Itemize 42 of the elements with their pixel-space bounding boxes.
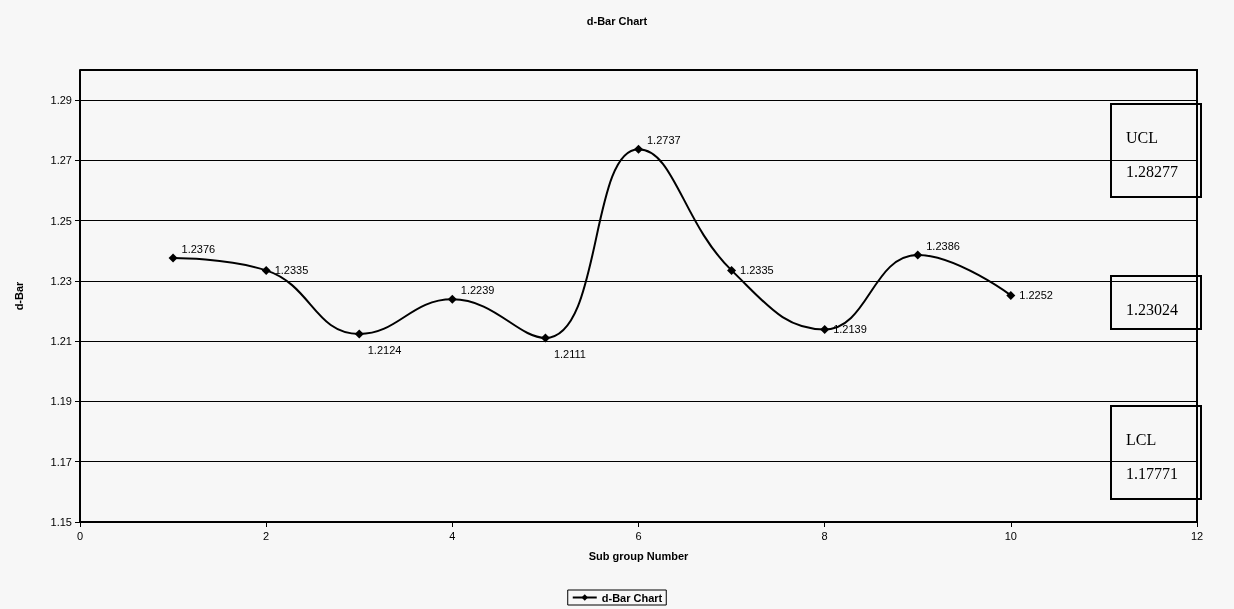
data-label: 1.2252 [1019, 289, 1053, 302]
y-tick-label: 1.23 [50, 274, 72, 287]
y-tick-label: 1.29 [50, 94, 72, 107]
data-label: 1.2239 [460, 284, 495, 297]
chart-title: d-Bar Chart [586, 14, 648, 27]
data-label: 1.2335 [740, 264, 774, 277]
y-tick-label: 1.19 [50, 395, 72, 408]
data-label: 1.2124 [367, 343, 402, 356]
y-tick-label: 1.21 [50, 335, 72, 348]
point [540, 333, 550, 343]
annotation: LCL 1.17771 [1110, 405, 1202, 500]
x-tick-label: 12 [1190, 529, 1204, 542]
data-label: 1.2335 [274, 264, 309, 277]
data-label: 1.2386 [926, 240, 960, 253]
point [727, 265, 737, 275]
data-label: 1.2139 [833, 323, 867, 336]
data-label: 1.2737 [647, 134, 681, 147]
x-axis-title: Sub group Number [588, 549, 690, 562]
y-tick-label: 1.15 [50, 516, 72, 528]
annotation: UCL 1.28277 [1110, 103, 1202, 198]
point [913, 250, 923, 260]
legend-label: d-Bar Chart [601, 591, 663, 604]
data-label: 1.2376 [181, 243, 216, 256]
x-tick-label: 8 [821, 529, 828, 542]
point [354, 329, 364, 339]
point [634, 144, 643, 154]
data-label: 1.2111 [553, 347, 586, 360]
y-tick-label: 1.17 [50, 455, 72, 468]
point [168, 253, 178, 263]
x-tick-label: 2 [263, 529, 270, 542]
x-tick-label: 4 [449, 529, 456, 542]
y-tick-label: 1.27 [50, 154, 72, 167]
x-tick-label: 6 [635, 529, 642, 542]
point [447, 294, 457, 304]
x-tick-label: 0 [76, 529, 84, 542]
y-axis-title: d-Bar [12, 280, 25, 311]
point [261, 265, 271, 275]
point [1006, 290, 1016, 300]
point [820, 324, 830, 334]
annotation: 1.23024 [1110, 275, 1202, 330]
y-tick-label: 1.25 [50, 214, 72, 227]
x-tick-label: 10 [1004, 529, 1017, 542]
